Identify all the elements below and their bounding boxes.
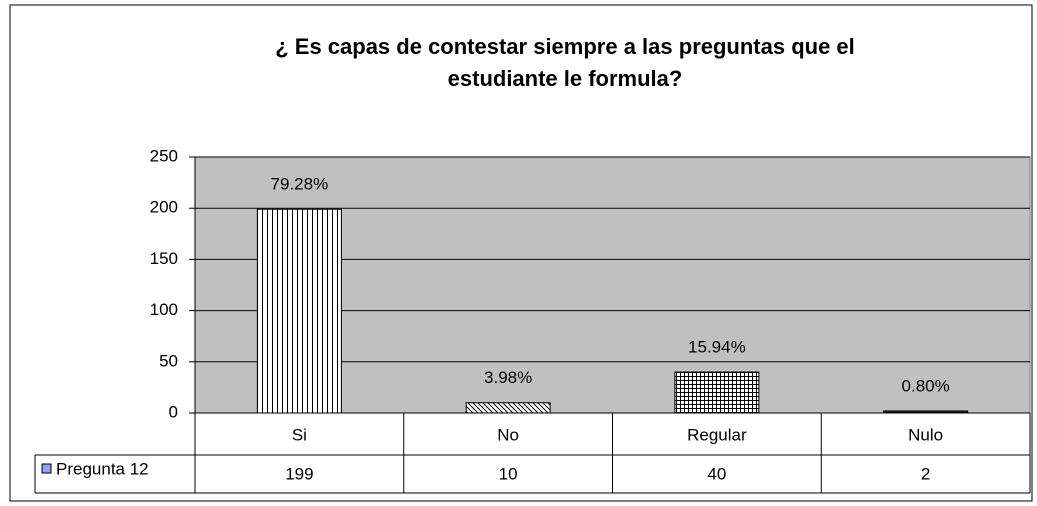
- bar: [883, 410, 969, 414]
- table-value: 2: [921, 464, 930, 483]
- y-tick-label: 200: [150, 198, 178, 217]
- bar: [674, 371, 760, 414]
- legend-swatch: [41, 463, 52, 474]
- data-label: 0.80%: [902, 376, 950, 395]
- table-value: 10: [499, 464, 518, 483]
- y-tick-label: 0: [169, 402, 178, 421]
- y-tick-label: 250: [150, 146, 178, 165]
- chart-title: estudiante le formula?: [448, 66, 683, 91]
- bar: [256, 208, 342, 414]
- table-value: 199: [285, 464, 313, 483]
- y-tick-label: 50: [159, 351, 178, 370]
- y-tick-label: 100: [150, 300, 178, 319]
- data-label: 79.28%: [271, 175, 329, 194]
- x-tick-label: No: [497, 425, 519, 444]
- chart-title: ¿ Es capas de contestar siempre a las pr…: [275, 34, 855, 59]
- data-label: 15.94%: [688, 338, 746, 357]
- x-tick-label: Si: [292, 425, 307, 444]
- table-value: 40: [707, 464, 726, 483]
- bar: [465, 402, 551, 414]
- data-label: 3.98%: [484, 368, 532, 387]
- legend-label: Pregunta 12: [56, 459, 149, 478]
- x-tick-label: Regular: [687, 425, 747, 444]
- x-tick-label: Nulo: [908, 425, 943, 444]
- y-tick-label: 150: [150, 249, 178, 268]
